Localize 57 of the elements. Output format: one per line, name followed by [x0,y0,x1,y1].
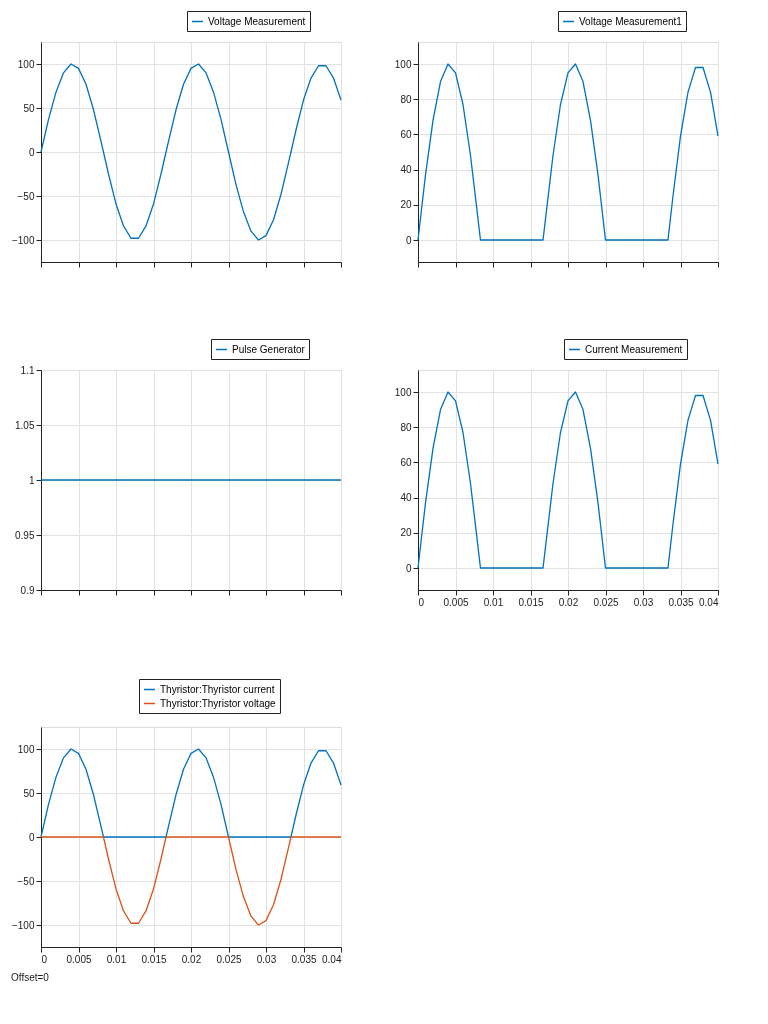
y-tick-label: −50 [17,875,35,887]
x-tick-label: 0.005 [66,953,92,965]
x-tick-label: 0.04 [699,596,719,608]
y-tick-label: 40 [400,164,412,176]
y-tick-label: 60 [400,128,412,140]
legend-label: Pulse Generator [232,343,306,355]
legend-label: Current Measurement [585,343,683,355]
y-tick-label: 100 [17,743,35,755]
y-tick-label: 1.05 [15,419,35,431]
y-tick-label: 1 [28,474,35,486]
x-tick-label: 0.04 [322,953,342,965]
text: Offset=0 [11,972,50,983]
x-tick-label: 0.035 [291,953,317,965]
x-tick-label: 0 [418,596,425,608]
y-tick-label: 0.95 [15,529,35,541]
x-tick-label: 0.025 [593,596,619,608]
y-tick-label: 0.9 [20,584,35,596]
x-tick-label: 0.02 [181,953,202,965]
legend-label: Voltage Measurement1 [579,15,683,27]
y-tick-label: 40 [400,492,412,504]
y-tick-label: 0 [28,146,35,158]
x-tick-label: 0.03 [633,596,654,608]
y-tick-label: −100 [11,234,35,246]
x-tick-label: 0 [41,953,48,965]
x-tick-label: 0.02 [558,596,579,608]
line-series [417,391,719,569]
y-tick-label: 60 [400,456,412,468]
line-series [417,63,719,241]
y-tick-label: −100 [11,919,35,931]
x-tick-label: 0.035 [668,596,694,608]
y-tick-label: 0 [405,562,412,574]
y-tick-label: 100 [394,386,412,398]
y-tick-label: 50 [23,102,35,114]
y-tick-label: 50 [23,787,35,799]
x-tick-label: 0.005 [443,596,469,608]
legend-label: Thyristor:Thyristor current [160,683,275,695]
y-tick-label: 1.1 [20,364,35,376]
legend-label: Voltage Measurement [208,15,306,27]
y-tick-label: 20 [400,527,412,539]
y-tick-label: 0 [405,234,412,246]
y-tick-label: −50 [17,190,35,202]
x-tick-label: 0.025 [216,953,242,965]
y-tick-label: 100 [394,58,412,70]
x-tick-label: 0.03 [256,953,277,965]
y-tick-label: 80 [400,421,412,433]
line-series [40,836,342,926]
y-tick-label: 20 [400,199,412,211]
line-series [40,63,342,241]
legend-label: Thyristor:Thyristor voltage [160,697,277,709]
x-tick-label: 0.015 [518,596,544,608]
x-tick-label: 0.01 [483,596,504,608]
x-tick-label: 0.01 [106,953,127,965]
line-series [40,748,342,838]
y-tick-label: 80 [400,93,412,105]
x-tick-label: 0.015 [141,953,167,965]
y-tick-label: 0 [28,831,35,843]
y-tick-label: 100 [17,58,35,70]
